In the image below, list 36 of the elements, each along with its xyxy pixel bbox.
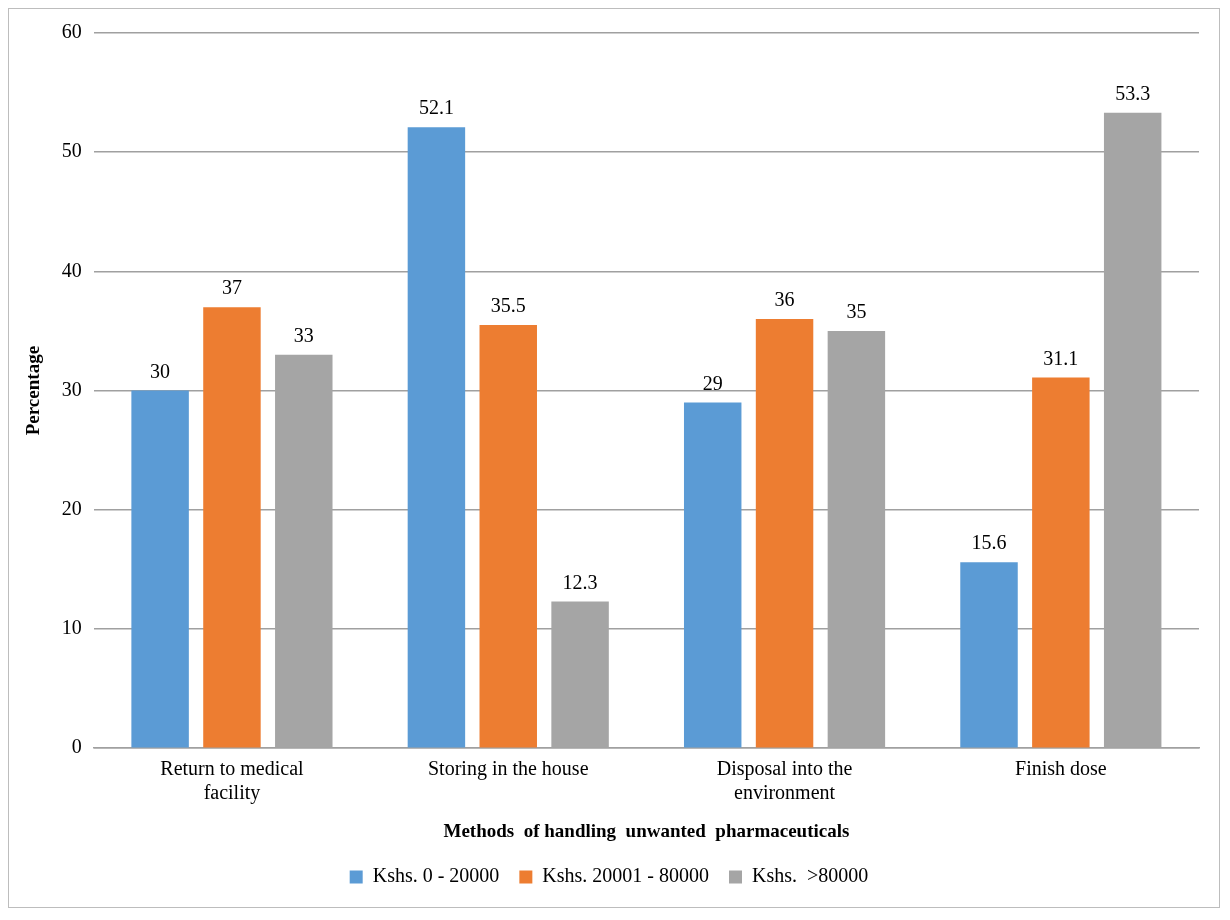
bar (407, 127, 466, 748)
data-label: 35.5 (490, 294, 526, 317)
bar (131, 390, 189, 748)
legend-label: Kshs. 20001 - 80000 (542, 864, 710, 887)
bar (683, 402, 742, 748)
data-label: 12.3 (562, 570, 598, 593)
bar (1032, 377, 1090, 748)
legend-label: Kshs. 0 - 20000 (372, 864, 500, 887)
x-tick-label: Finish dose (1015, 757, 1107, 780)
data-label: 35 (846, 300, 867, 323)
y-tick-label: 40 (61, 258, 82, 281)
data-label: 37 (221, 276, 242, 299)
data-label: 53.3 (1115, 82, 1151, 105)
y-tick-label: 20 (61, 497, 82, 520)
bar (755, 319, 814, 748)
x-tick-label: Disposal into the environment (716, 757, 853, 804)
x-tick-label: Return to medical facility (160, 757, 305, 805)
y-tick-label: 60 (61, 20, 82, 43)
data-label: 15.6 (971, 531, 1007, 554)
y-tick-label: 10 (61, 616, 82, 639)
data-label: 30 (150, 359, 171, 382)
x-axis-title: Methods of handling unwanted pharmaceuticals (443, 819, 850, 841)
data-label: 36 (774, 288, 795, 311)
x-tick-label: Storing in the house (427, 757, 589, 781)
y-tick-label: 0 (71, 735, 82, 758)
data-label: 33 (293, 324, 314, 347)
y-tick-label: 30 (61, 377, 82, 400)
legend-label: Kshs. >80000 (752, 864, 869, 887)
data-label: 31.1 (1043, 346, 1079, 369)
bar (960, 562, 1018, 748)
data-label: 29 (702, 371, 723, 394)
y-tick-label: 50 (61, 139, 82, 162)
y-axis-title: Percentage (22, 345, 44, 436)
bar (203, 307, 261, 748)
data-label: 52.1 (418, 96, 454, 119)
bar (479, 325, 537, 748)
